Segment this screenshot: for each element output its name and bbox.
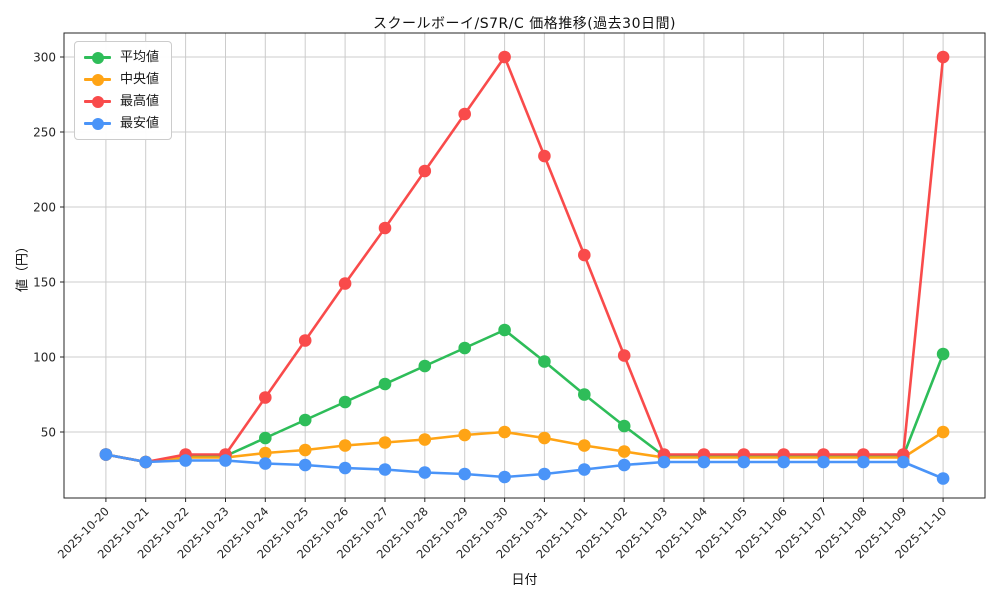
y-tick-label-150: 150 [33, 276, 56, 290]
y-tick-label-200: 200 [33, 201, 56, 215]
legend-label-average: 平均値 [120, 50, 160, 65]
data-point-max-2025-11-10 [936, 50, 950, 64]
data-point-min-2025-11-04 [697, 455, 711, 469]
legend-label-min: 最安値 [120, 116, 160, 131]
data-point-min-2025-10-26 [338, 461, 352, 475]
y-tick-label-300: 300 [33, 51, 56, 65]
data-point-average-2025-10-29 [458, 341, 472, 355]
data-point-average-2025-11-01 [578, 388, 591, 401]
data-point-min-2025-10-27 [378, 463, 392, 476]
legend-item-median: 中央値 [84, 71, 159, 88]
data-point-average-2025-10-30 [498, 323, 511, 337]
data-point-min-2025-10-28 [418, 466, 432, 479]
data-point-max-2025-11-02 [617, 349, 631, 362]
data-point-median-2025-10-28 [418, 433, 432, 446]
data-point-max-2025-10-25 [298, 334, 312, 347]
data-point-max-2025-10-31 [538, 149, 551, 163]
data-point-median-2025-11-01 [578, 439, 591, 452]
series-line-min [104, 453, 945, 480]
legend-marker-average-icon [84, 51, 111, 64]
series-line-average [104, 328, 945, 464]
data-point-min-2025-10-29 [458, 467, 472, 481]
data-point-average-2025-11-10 [936, 347, 950, 361]
data-point-median-2025-10-30 [498, 425, 511, 439]
data-point-average-2025-10-26 [338, 395, 352, 409]
data-point-min-2025-11-10 [936, 472, 950, 485]
data-point-max-2025-10-27 [378, 221, 392, 235]
data-point-max-2025-10-28 [418, 164, 432, 178]
legend-item-average: 平均値 [84, 49, 159, 66]
data-point-average-2025-10-27 [378, 377, 392, 391]
data-point-median-2025-10-31 [538, 431, 551, 445]
data-point-min-2025-11-08 [857, 455, 870, 469]
y-tick-label-100: 100 [33, 351, 56, 365]
data-point-median-2025-10-24 [259, 446, 272, 460]
data-point-max-2025-11-01 [578, 248, 591, 262]
legend-marker-min-icon [84, 117, 111, 130]
data-point-min-2025-10-21 [139, 455, 152, 469]
series-line-median [104, 430, 945, 464]
plot-border [63, 32, 986, 499]
data-point-min-2025-11-02 [617, 458, 631, 472]
legend-label-median: 中央値 [120, 72, 160, 87]
data-point-max-2025-10-24 [259, 391, 272, 404]
data-point-median-2025-11-02 [617, 445, 631, 458]
data-point-median-2025-10-29 [458, 428, 472, 442]
data-point-min-2025-11-09 [897, 455, 910, 469]
legend-item-min: 最安値 [84, 115, 159, 132]
data-point-average-2025-10-31 [538, 355, 551, 368]
y-axis-label: 値（円） [15, 239, 31, 293]
data-point-median-2025-10-25 [298, 443, 312, 457]
data-point-min-2025-11-06 [777, 455, 790, 469]
data-point-average-2025-11-02 [617, 419, 631, 433]
legend-label-max: 最高値 [120, 94, 160, 109]
data-point-average-2025-10-28 [418, 359, 432, 373]
data-point-min-2025-11-07 [817, 455, 830, 469]
series-line-max [104, 55, 945, 464]
legend-item-max: 最高値 [84, 93, 159, 110]
data-point-max-2025-10-29 [458, 107, 472, 121]
y-tick-label-250: 250 [33, 126, 56, 140]
data-point-max-2025-10-26 [338, 277, 352, 290]
chart-title: スクールボーイ/S7R/C 価格推移(過去30日間) [373, 16, 676, 32]
legend-marker-median-icon [84, 73, 111, 86]
data-point-min-2025-10-23 [219, 454, 232, 467]
data-point-min-2025-11-05 [737, 455, 751, 469]
data-point-min-2025-10-30 [498, 470, 511, 484]
legend-marker-max-icon [84, 95, 111, 108]
data-point-median-2025-10-27 [378, 436, 392, 449]
legend: 平均値中央値最高値最安値 [74, 41, 173, 140]
data-point-min-2025-11-01 [578, 463, 591, 476]
data-point-min-2025-10-20 [99, 448, 113, 461]
data-point-average-2025-10-25 [298, 413, 312, 427]
data-point-median-2025-10-26 [338, 439, 352, 452]
data-point-min-2025-10-25 [298, 458, 312, 472]
data-point-max-2025-10-30 [498, 50, 511, 64]
data-point-min-2025-10-31 [538, 467, 551, 481]
y-tick-label-50: 50 [41, 426, 56, 440]
data-point-min-2025-10-24 [259, 457, 272, 470]
data-point-average-2025-10-24 [259, 431, 272, 445]
x-axis-label: 日付 [511, 573, 538, 588]
data-point-min-2025-10-22 [179, 454, 192, 467]
data-point-median-2025-11-10 [936, 425, 950, 439]
data-point-min-2025-11-03 [657, 455, 671, 469]
